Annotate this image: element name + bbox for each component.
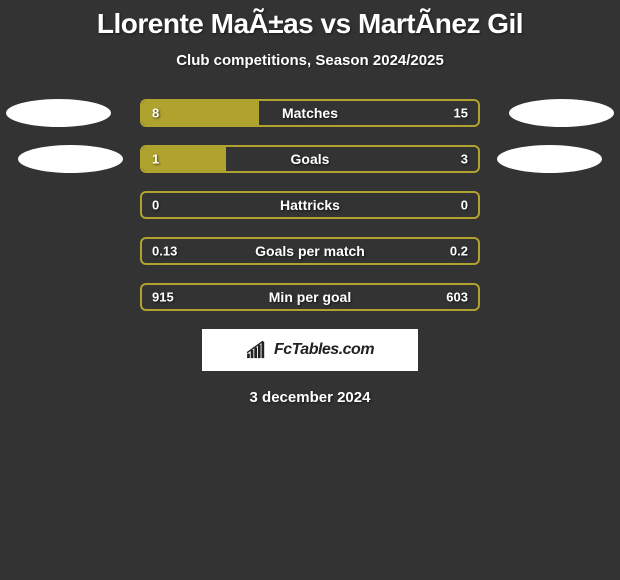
stat-bar: 1 Goals 3 <box>140 145 480 173</box>
player-left-ellipse <box>6 99 111 127</box>
stat-value-left: 915 <box>152 290 174 305</box>
player-left-ellipse <box>18 145 123 173</box>
stat-row: 0 Hattricks 0 <box>0 191 620 219</box>
stat-value-right: 603 <box>446 290 468 305</box>
stat-row: 0.13 Goals per match 0.2 <box>0 237 620 265</box>
comparison-card: Llorente MaÃ±as vs MartÃnez Gil Club com… <box>0 0 620 406</box>
stat-bar: 0 Hattricks 0 <box>140 191 480 219</box>
stat-value-right: 0.2 <box>450 244 468 259</box>
stat-bar: 0.13 Goals per match 0.2 <box>140 237 480 265</box>
stat-value-left: 0.13 <box>152 244 177 259</box>
stats-area: 8 Matches 15 1 Goals 3 0 Hattricks 0 0.13 Goals pe… <box>0 99 620 311</box>
stat-value-right: 3 <box>461 152 468 167</box>
player-right-ellipse <box>497 145 602 173</box>
stat-value-left: 1 <box>152 152 159 167</box>
stat-label: Goals per match <box>255 243 365 259</box>
stat-label: Min per goal <box>269 289 351 305</box>
logo-text: FcTables.com <box>274 341 374 359</box>
stat-bar-fill <box>142 101 259 125</box>
stat-label: Goals <box>291 151 330 167</box>
stat-value-right: 15 <box>454 106 468 121</box>
date-text: 3 december 2024 <box>0 389 620 406</box>
subtitle: Club competitions, Season 2024/2025 <box>0 52 620 69</box>
stat-value-left: 0 <box>152 198 159 213</box>
player-right-ellipse <box>509 99 614 127</box>
stat-value-left: 8 <box>152 106 159 121</box>
stat-row: 1 Goals 3 <box>0 145 620 173</box>
stat-label: Matches <box>282 105 338 121</box>
stat-row: 915 Min per goal 603 <box>0 283 620 311</box>
bar-chart-icon <box>246 341 268 359</box>
stat-bar: 8 Matches 15 <box>140 99 480 127</box>
stat-row: 8 Matches 15 <box>0 99 620 127</box>
stat-bar: 915 Min per goal 603 <box>140 283 480 311</box>
page-title: Llorente MaÃ±as vs MartÃnez Gil <box>0 8 620 40</box>
logo-box[interactable]: FcTables.com <box>202 329 418 371</box>
stat-value-right: 0 <box>461 198 468 213</box>
stat-label: Hattricks <box>280 197 340 213</box>
